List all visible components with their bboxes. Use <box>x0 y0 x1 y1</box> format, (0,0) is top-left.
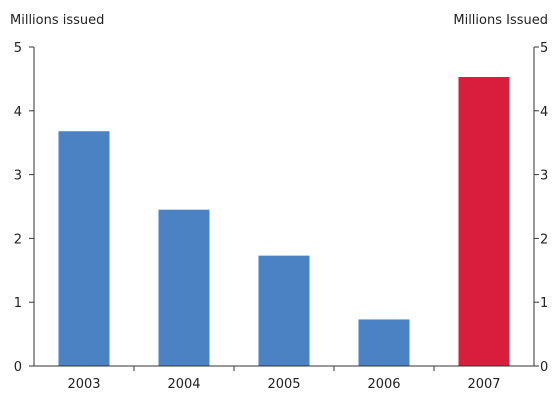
x-tick-label: 2004 <box>167 377 200 392</box>
x-tick-label: 2007 <box>467 377 500 392</box>
bar-2004 <box>158 209 210 366</box>
right-tick-label: 0 <box>540 360 548 375</box>
right-tick-label: 1 <box>540 296 548 311</box>
right-tick-label: 3 <box>540 169 548 184</box>
right-tick-label: 5 <box>540 41 548 56</box>
x-axis: 2003 2004 2005 2006 2007 <box>34 365 534 392</box>
x-tick-label: 2006 <box>367 377 400 392</box>
left-tick-label: 2 <box>14 232 22 247</box>
right-tick-label: 2 <box>540 232 548 247</box>
left-tick-label: 1 <box>14 296 22 311</box>
bar-2007 <box>458 76 510 367</box>
x-tick-label: 2005 <box>267 377 300 392</box>
right-tick-label: 4 <box>540 105 548 120</box>
right-y-axis: 0 1 2 3 4 5 <box>533 41 548 375</box>
left-tick-label: 0 <box>14 360 22 375</box>
bar-2006 <box>358 319 410 366</box>
left-y-axis: 0 1 2 3 4 5 <box>14 41 35 375</box>
bar-2003 <box>58 131 110 366</box>
right-axis-label: Millions Issued <box>453 13 548 28</box>
bar-2005 <box>258 255 310 366</box>
x-tick-label: 2003 <box>67 377 100 392</box>
left-tick-label: 3 <box>14 169 22 184</box>
left-tick-label: 5 <box>14 41 22 56</box>
bars-group <box>58 76 510 367</box>
left-axis-label: Millions issued <box>10 13 104 28</box>
left-tick-label: 4 <box>14 105 22 120</box>
